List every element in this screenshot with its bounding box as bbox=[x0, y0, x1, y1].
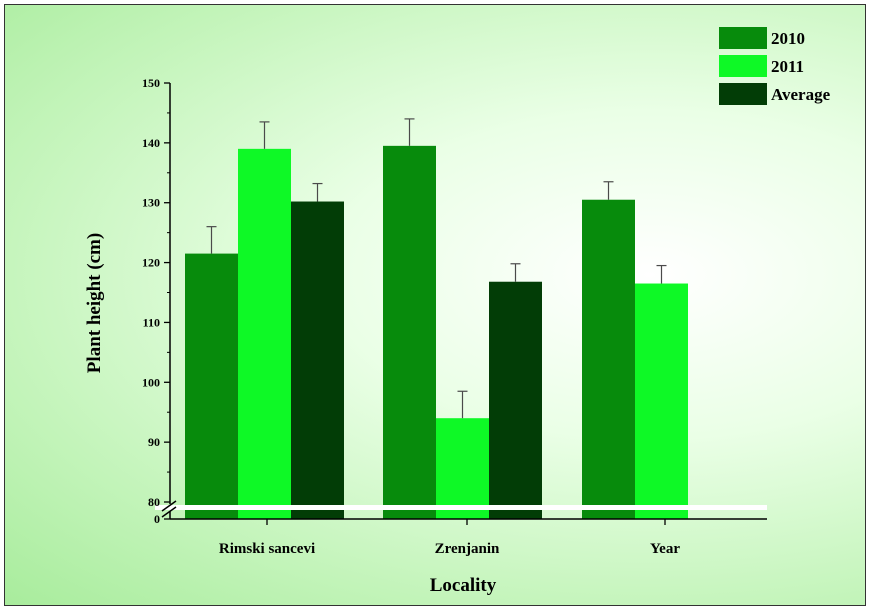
y-tick-label-120: 120 bbox=[142, 256, 160, 270]
y-tick-label-130: 130 bbox=[142, 196, 160, 210]
bar-average-0 bbox=[291, 201, 344, 519]
x-tick-label-1: Zrenjanin bbox=[435, 541, 500, 557]
bar-2010-1 bbox=[383, 145, 436, 519]
legend-swatch-2011 bbox=[719, 55, 767, 77]
y-tick-label-90: 90 bbox=[148, 435, 160, 449]
legend: 2010 2011 Average bbox=[719, 27, 831, 105]
x-axis-title: Locality bbox=[430, 575, 497, 596]
bar-2010-0 bbox=[185, 253, 238, 520]
x-tick-label-2: Year bbox=[650, 541, 680, 557]
legend-label-average: Average bbox=[771, 85, 831, 104]
bar-2011-2 bbox=[635, 283, 688, 519]
y-tick-label-0: 0 bbox=[154, 512, 160, 526]
bar-chart: Plant height (cm) Locality 150 140 130 120 1… bbox=[84, 27, 831, 596]
legend-swatch-2010 bbox=[719, 27, 767, 49]
x-tick-label-0: Rimski sancevi bbox=[219, 541, 315, 557]
bar-average-1 bbox=[489, 281, 542, 519]
bar-2010-2 bbox=[582, 199, 635, 519]
chart-frame: Plant height (cm) Locality 150 140 130 120 1… bbox=[4, 4, 866, 606]
axis-break-mark-lower bbox=[161, 506, 177, 518]
y-tick-label-80: 80 bbox=[148, 495, 160, 509]
legend-swatch-average bbox=[719, 83, 767, 105]
axis-break-mark-upper bbox=[161, 500, 177, 512]
bar-2011-0 bbox=[238, 148, 291, 520]
bar-2011-1 bbox=[436, 418, 489, 519]
legend-label-2011: 2011 bbox=[771, 57, 804, 76]
legend-label-2010: 2010 bbox=[771, 29, 805, 48]
y-tick-label-100: 100 bbox=[142, 375, 160, 389]
y-tick-label-140: 140 bbox=[142, 136, 160, 150]
axis-break-gap bbox=[155, 505, 767, 510]
y-tick-label-150: 150 bbox=[142, 76, 160, 90]
y-axis-title: Plant height (cm) bbox=[84, 233, 105, 373]
y-tick-label-110: 110 bbox=[143, 315, 160, 329]
